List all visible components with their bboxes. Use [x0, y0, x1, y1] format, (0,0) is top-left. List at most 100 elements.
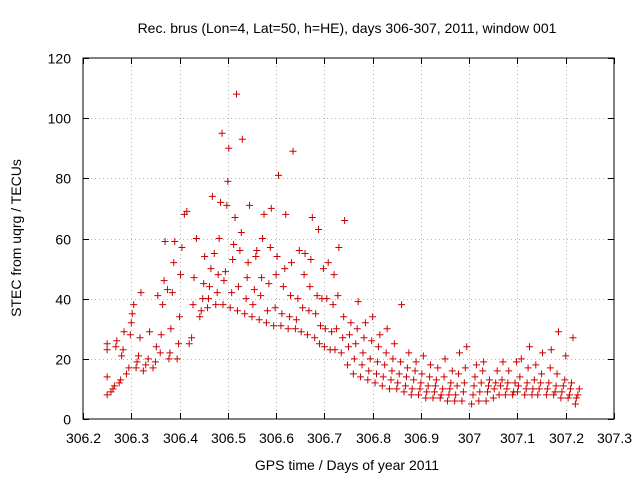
data-point	[271, 304, 279, 312]
data-point	[551, 388, 559, 396]
data-point	[273, 253, 281, 261]
data-point	[287, 292, 295, 300]
data-point	[350, 355, 358, 363]
data-point	[443, 397, 451, 405]
data-point	[278, 310, 286, 318]
data-point	[386, 385, 394, 393]
data-point	[379, 373, 387, 381]
data-point	[292, 316, 300, 324]
data-point	[241, 310, 249, 318]
data-point	[128, 310, 136, 318]
data-point	[317, 322, 325, 330]
data-point	[358, 361, 366, 369]
data-point	[357, 373, 365, 381]
data-point	[543, 385, 551, 393]
x-tick-label: 306.7	[307, 430, 342, 446]
data-point	[537, 379, 545, 387]
data-point	[133, 358, 141, 366]
y-tick-label: 100	[48, 111, 72, 127]
data-point	[517, 355, 525, 363]
data-point	[432, 376, 440, 384]
data-point	[458, 397, 466, 405]
data-point	[512, 358, 520, 366]
data-point	[236, 247, 244, 255]
data-point	[233, 307, 241, 315]
data-point	[118, 352, 126, 360]
data-point	[221, 268, 229, 276]
x-tick-label: 306.9	[404, 430, 439, 446]
data-point	[401, 382, 409, 390]
data-point	[237, 228, 245, 236]
data-point	[366, 355, 374, 363]
data-point	[427, 361, 435, 369]
data-point	[125, 364, 133, 372]
data-point	[480, 358, 488, 366]
data-point	[460, 379, 468, 387]
data-point	[469, 391, 477, 399]
data-point	[320, 343, 328, 351]
data-point	[196, 313, 204, 321]
data-point	[225, 144, 233, 152]
data-point	[414, 391, 422, 399]
data-point	[440, 373, 448, 381]
data-point	[300, 271, 308, 279]
data-point	[545, 379, 553, 387]
data-point	[479, 367, 487, 375]
data-point	[270, 322, 278, 330]
data-point	[127, 319, 135, 327]
data-point	[403, 364, 411, 372]
data-point	[422, 394, 430, 402]
data-point	[463, 343, 471, 351]
data-point	[319, 265, 327, 273]
data-point	[369, 313, 377, 321]
data-point	[437, 391, 445, 399]
y-tick-label: 80	[55, 171, 71, 187]
data-point	[382, 349, 390, 357]
data-point	[303, 331, 311, 339]
data-point	[552, 382, 560, 390]
data-point	[538, 370, 546, 378]
data-point	[154, 292, 162, 300]
data-point	[330, 271, 338, 279]
data-point	[103, 391, 111, 399]
data-point	[501, 391, 509, 399]
data-point	[424, 382, 432, 390]
data-point	[344, 361, 352, 369]
data-point	[568, 379, 576, 387]
data-point	[188, 334, 196, 342]
data-point	[337, 349, 345, 357]
data-point	[374, 343, 382, 351]
data-point	[368, 337, 376, 345]
data-point	[307, 256, 315, 264]
data-point	[354, 298, 362, 306]
data-point	[126, 331, 134, 339]
data-point	[204, 304, 212, 312]
data-point	[163, 286, 171, 294]
data-point	[288, 259, 296, 267]
data-point	[407, 391, 415, 399]
data-point	[171, 238, 179, 246]
data-point	[475, 397, 483, 405]
data-point	[234, 283, 242, 291]
data-point	[205, 283, 213, 291]
data-point	[321, 325, 329, 333]
data-point	[192, 235, 200, 242]
data-point	[301, 250, 309, 258]
data-point	[504, 379, 512, 387]
data-point	[217, 198, 225, 206]
data-point	[546, 364, 554, 372]
data-point	[190, 274, 198, 282]
data-point	[257, 292, 265, 300]
data-point	[448, 367, 456, 375]
data-point	[526, 343, 534, 351]
data-point	[265, 280, 273, 288]
data-point	[347, 319, 355, 327]
data-point	[400, 388, 408, 396]
data-point	[378, 382, 386, 390]
data-point	[281, 265, 289, 273]
axis-ticks	[83, 58, 615, 420]
data-point	[468, 400, 476, 408]
data-point	[308, 213, 316, 221]
y-tick-label: 0	[63, 412, 71, 428]
data-point	[208, 192, 216, 200]
